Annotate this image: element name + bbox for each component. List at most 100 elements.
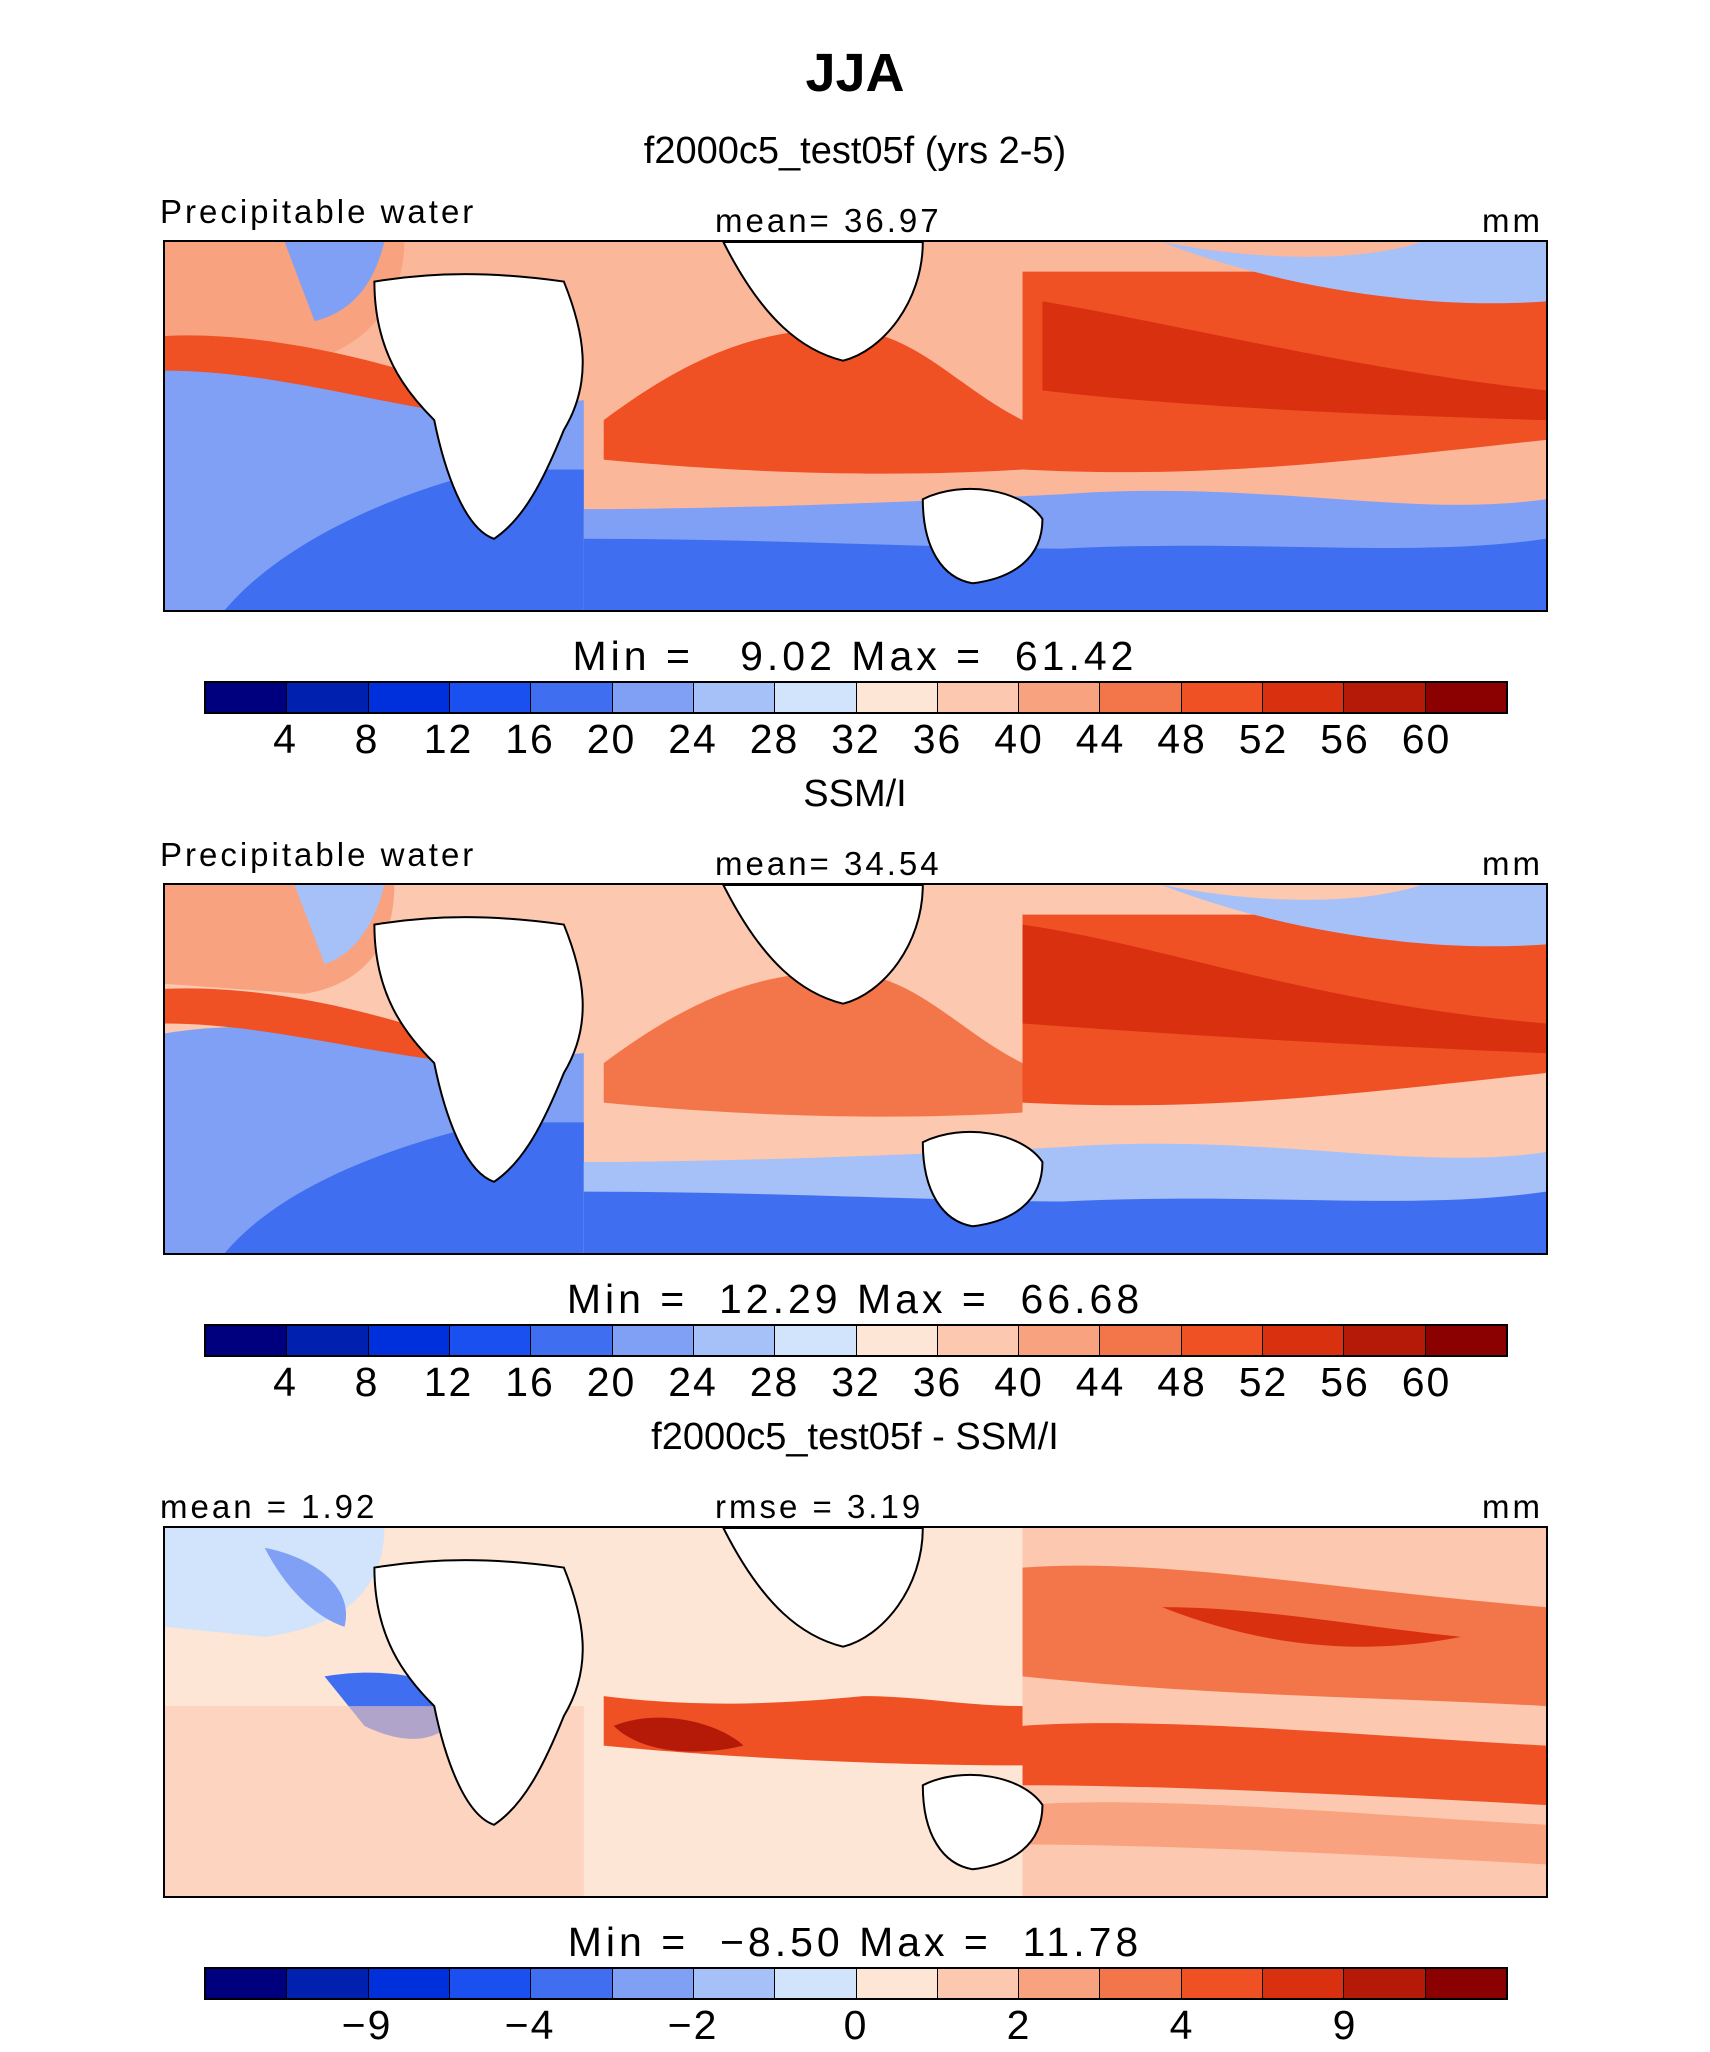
colorbar-swatch-8 xyxy=(856,683,938,712)
colorbar-swatch-15 xyxy=(1425,683,1506,712)
colorbar-swatch-15 xyxy=(1425,1969,1506,1998)
panel-1-colorbar xyxy=(204,681,1508,714)
colorbar-swatch-13 xyxy=(1263,683,1345,712)
colorbar-swatch-10 xyxy=(1019,683,1101,712)
tick-label: 16 xyxy=(505,716,555,762)
panel-2-minmax: Min = 12.29 Max = 66.68 xyxy=(566,1276,1144,1322)
tick-label: 40 xyxy=(994,1359,1044,1405)
tick-label: 60 xyxy=(1401,1359,1452,1405)
tick-label: 44 xyxy=(1075,716,1126,762)
tick-label: 20 xyxy=(586,1359,637,1405)
tick-label: 56 xyxy=(1320,716,1370,762)
tick-label: 8 xyxy=(354,1359,380,1405)
tick-label: 12 xyxy=(423,716,474,762)
colorbar-swatch-6 xyxy=(693,1969,776,1998)
tick-label: 2 xyxy=(1006,2002,1032,2048)
colorbar-swatch-10 xyxy=(1019,1969,1101,1998)
panel-3-rmse-label: rmse = 3.19 xyxy=(715,1488,924,1525)
colorbar-swatch-9 xyxy=(937,1969,1020,1998)
tick-label: 24 xyxy=(668,1359,718,1405)
colorbar-swatch-2 xyxy=(368,1326,450,1355)
panel-3-tick-labels: −9 −4 −2 0 2 4 9 xyxy=(0,2002,1710,2052)
panel-2-units-label: mm xyxy=(1482,845,1543,882)
colorbar-swatch-15 xyxy=(1425,1326,1506,1355)
colorbar-swatch-11 xyxy=(1100,1326,1182,1355)
colorbar-swatch-14 xyxy=(1344,1969,1426,1998)
panel-2-tick-labels: 4 8 12 16 20 24 28 32 36 40 44 48 52 56 60 xyxy=(0,1359,1710,1409)
panel-3-field xyxy=(165,1528,1546,1896)
colorbar-swatch-7 xyxy=(775,683,857,712)
panel-3-minmax: Min = −8.50 Max = 11.78 xyxy=(567,1919,1143,1965)
figure-title: JJA xyxy=(805,43,905,103)
colorbar-swatch-0 xyxy=(206,683,288,712)
colorbar-swatch-4 xyxy=(531,1969,613,1998)
colorbar-swatch-10 xyxy=(1019,1326,1101,1355)
panel-1-tick-labels: 4 8 12 16 20 24 28 32 36 40 44 48 52 56 60 xyxy=(0,716,1710,766)
tick-label: −2 xyxy=(667,2002,719,2048)
tick-label: 52 xyxy=(1238,1359,1289,1405)
panel-1-minmax: Min = 9.02 Max = 61.42 xyxy=(572,633,1138,679)
tick-label: 8 xyxy=(354,716,380,762)
colorbar-swatch-7 xyxy=(775,1969,857,1998)
tick-label: 32 xyxy=(831,716,881,762)
panel-1-mean-label: mean= 36.97 xyxy=(715,202,942,239)
colorbar-swatch-6 xyxy=(693,1326,776,1355)
colorbar-swatch-3 xyxy=(449,1969,532,1998)
colorbar-swatch-5 xyxy=(612,683,694,712)
panel-2-title: SSM/I xyxy=(803,773,907,815)
colorbar-swatch-7 xyxy=(775,1326,857,1355)
colorbar-swatch-6 xyxy=(693,683,776,712)
colorbar-swatch-14 xyxy=(1344,683,1426,712)
tick-label: −4 xyxy=(504,2002,556,2048)
colorbar-swatch-8 xyxy=(856,1326,938,1355)
colorbar-swatch-1 xyxy=(287,683,369,712)
tick-label: 24 xyxy=(668,716,718,762)
panel-1-field xyxy=(165,242,1546,610)
tick-label: 20 xyxy=(586,716,637,762)
colorbar-swatch-0 xyxy=(206,1969,288,1998)
colorbar-swatch-0 xyxy=(206,1326,288,1355)
colorbar-swatch-12 xyxy=(1181,1969,1264,1998)
panel-3-units-label: mm xyxy=(1482,1488,1543,1525)
panel-3-colorbar xyxy=(204,1967,1508,2000)
colorbar-swatch-14 xyxy=(1344,1326,1426,1355)
panel-2-variable-label: Precipitable water xyxy=(160,836,477,873)
colorbar-swatch-4 xyxy=(531,683,613,712)
tick-label: 32 xyxy=(831,1359,881,1405)
colorbar-swatch-4 xyxy=(531,1326,613,1355)
colorbar-swatch-5 xyxy=(612,1326,694,1355)
colorbar-swatch-5 xyxy=(612,1969,694,1998)
tick-label: 48 xyxy=(1157,716,1207,762)
panel-2-mean-label: mean= 34.54 xyxy=(715,845,942,882)
colorbar-swatch-13 xyxy=(1263,1969,1345,1998)
panel-2-map xyxy=(163,883,1548,1255)
colorbar-swatch-8 xyxy=(856,1969,938,1998)
tick-label: 28 xyxy=(749,1359,800,1405)
colorbar-swatch-9 xyxy=(937,1326,1020,1355)
tick-label: 56 xyxy=(1320,1359,1370,1405)
tick-label: 28 xyxy=(749,716,800,762)
colorbar-swatch-1 xyxy=(287,1969,369,1998)
tick-label: 44 xyxy=(1075,1359,1126,1405)
panel-1-map xyxy=(163,240,1548,612)
tick-label: 9 xyxy=(1332,2002,1358,2048)
colorbar-swatch-11 xyxy=(1100,1969,1182,1998)
panel-3-map xyxy=(163,1526,1548,1898)
tick-label: 0 xyxy=(843,2002,869,2048)
colorbar-swatch-9 xyxy=(937,683,1020,712)
panel-3-mean-label: mean = 1.92 xyxy=(160,1488,378,1525)
tick-label: 36 xyxy=(912,1359,963,1405)
tick-label: 36 xyxy=(912,716,963,762)
colorbar-swatch-2 xyxy=(368,1969,450,1998)
panel-1-variable-label: Precipitable water xyxy=(160,193,477,230)
colorbar-swatch-12 xyxy=(1181,683,1264,712)
colorbar-swatch-2 xyxy=(368,683,450,712)
panel-1-title: f2000c5_test05f (yrs 2-5) xyxy=(643,130,1067,172)
colorbar-swatch-3 xyxy=(449,1326,532,1355)
colorbar-swatch-13 xyxy=(1263,1326,1345,1355)
tick-label: 16 xyxy=(505,1359,555,1405)
colorbar-swatch-12 xyxy=(1181,1326,1264,1355)
colorbar-swatch-3 xyxy=(449,683,532,712)
tick-label: 40 xyxy=(994,716,1044,762)
panel-1-units-label: mm xyxy=(1482,202,1543,239)
